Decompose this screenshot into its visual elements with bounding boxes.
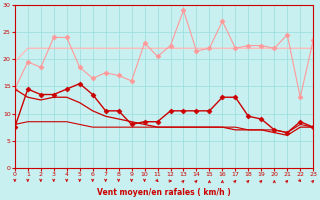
X-axis label: Vent moyen/en rafales ( km/h ): Vent moyen/en rafales ( km/h )	[97, 188, 231, 197]
